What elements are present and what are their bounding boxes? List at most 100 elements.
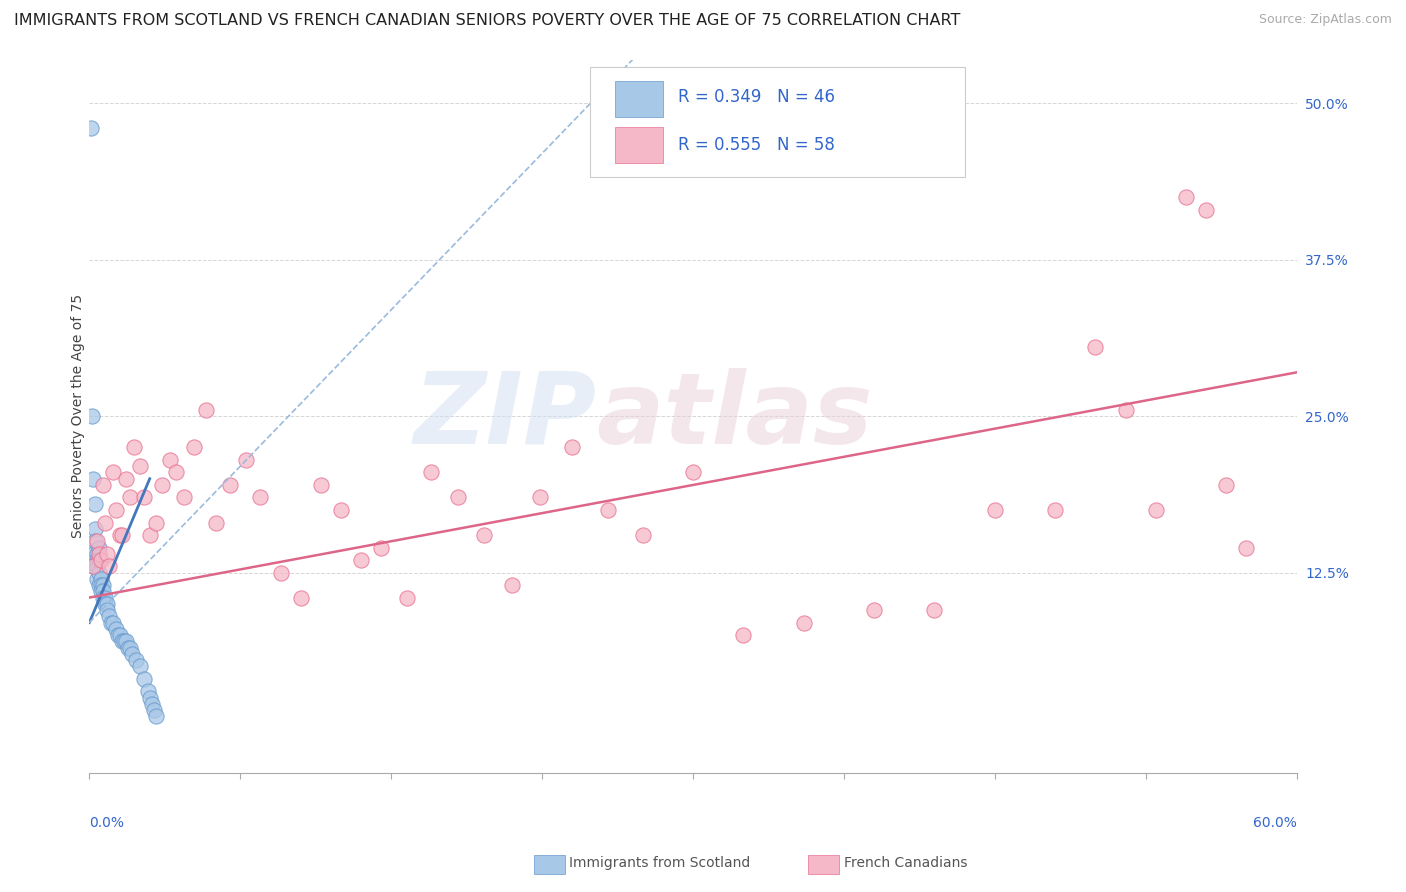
Point [104, 622, 127, 636]
Point [96, 597, 118, 611]
Point [1043, 503, 1066, 517]
Point [446, 491, 468, 505]
Text: R = 0.349   N = 46: R = 0.349 N = 46 [679, 88, 835, 106]
Point [924, 603, 946, 617]
Point [173, 491, 195, 505]
Point [114, 472, 136, 486]
Point [107, 628, 129, 642]
Text: 0.0%: 0.0% [90, 815, 124, 830]
Point [89, 541, 111, 555]
Point [93, 591, 115, 605]
Point [86, 534, 108, 549]
Point [103, 466, 125, 480]
Point [98, 609, 121, 624]
Point [1234, 541, 1257, 555]
Point [984, 503, 1007, 517]
Point [93, 584, 115, 599]
Point [82, 547, 104, 561]
Point [108, 628, 131, 642]
Point [94, 597, 117, 611]
Point [141, 697, 163, 711]
Point [561, 441, 583, 455]
Point [1084, 340, 1107, 354]
Point [89, 547, 111, 561]
Point [159, 453, 181, 467]
Point [235, 453, 257, 467]
Point [598, 503, 620, 517]
Point [114, 634, 136, 648]
Point [86, 572, 108, 586]
Point [89, 566, 111, 580]
FancyBboxPatch shape [591, 67, 965, 178]
Point [89, 578, 111, 592]
Point [86, 547, 108, 561]
Point [90, 553, 112, 567]
Point [205, 516, 228, 530]
Point [472, 528, 495, 542]
Point [84, 522, 107, 536]
Point [733, 628, 755, 642]
Point [329, 503, 352, 517]
Point [82, 409, 104, 424]
Point [122, 441, 145, 455]
Point [80, 121, 103, 136]
Y-axis label: Seniors Poverty Over the Age of 75: Seniors Poverty Over the Age of 75 [72, 294, 86, 538]
Point [309, 478, 332, 492]
Point [82, 559, 104, 574]
Point [94, 591, 117, 605]
Text: Immigrants from Scotland: Immigrants from Scotland [569, 856, 751, 871]
Point [350, 553, 373, 567]
Point [110, 634, 132, 648]
Point [1195, 202, 1218, 217]
Bar [614, 81, 662, 117]
Point [90, 578, 112, 592]
Text: atlas: atlas [596, 368, 873, 465]
Point [370, 541, 392, 555]
Point [84, 497, 107, 511]
Text: IMMIGRANTS FROM SCOTLAND VS FRENCH CANADIAN SENIORS POVERTY OVER THE AGE OF 75 C: IMMIGRANTS FROM SCOTLAND VS FRENCH CANAD… [14, 13, 960, 29]
Point [86, 559, 108, 574]
Point [100, 615, 122, 630]
Point [420, 466, 443, 480]
Point [98, 559, 121, 574]
Point [86, 553, 108, 567]
Point [117, 640, 139, 655]
Point [138, 528, 160, 542]
Point [145, 516, 167, 530]
Point [118, 640, 141, 655]
Point [1215, 478, 1237, 492]
Point [94, 516, 117, 530]
Point [93, 478, 115, 492]
Point [1174, 190, 1197, 204]
Point [82, 559, 104, 574]
Point [138, 690, 160, 705]
Point [121, 647, 143, 661]
Point [89, 553, 111, 567]
Point [165, 466, 187, 480]
Point [150, 478, 173, 492]
Point [793, 615, 815, 630]
Point [96, 603, 118, 617]
Text: ZIP: ZIP [413, 368, 596, 465]
Point [142, 703, 165, 717]
Point [84, 534, 107, 549]
Point [90, 572, 112, 586]
Point [136, 684, 159, 698]
Point [82, 472, 104, 486]
Bar [614, 128, 662, 163]
Point [249, 491, 271, 505]
Point [195, 403, 218, 417]
Text: Source: ZipAtlas.com: Source: ZipAtlas.com [1258, 13, 1392, 27]
Point [108, 528, 131, 542]
Point [112, 634, 135, 648]
Point [863, 603, 886, 617]
Point [219, 478, 242, 492]
Point [110, 528, 132, 542]
Point [396, 591, 419, 605]
Point [96, 547, 118, 561]
Point [128, 659, 150, 673]
Point [104, 503, 127, 517]
Point [529, 491, 551, 505]
Point [132, 491, 155, 505]
Point [290, 591, 312, 605]
